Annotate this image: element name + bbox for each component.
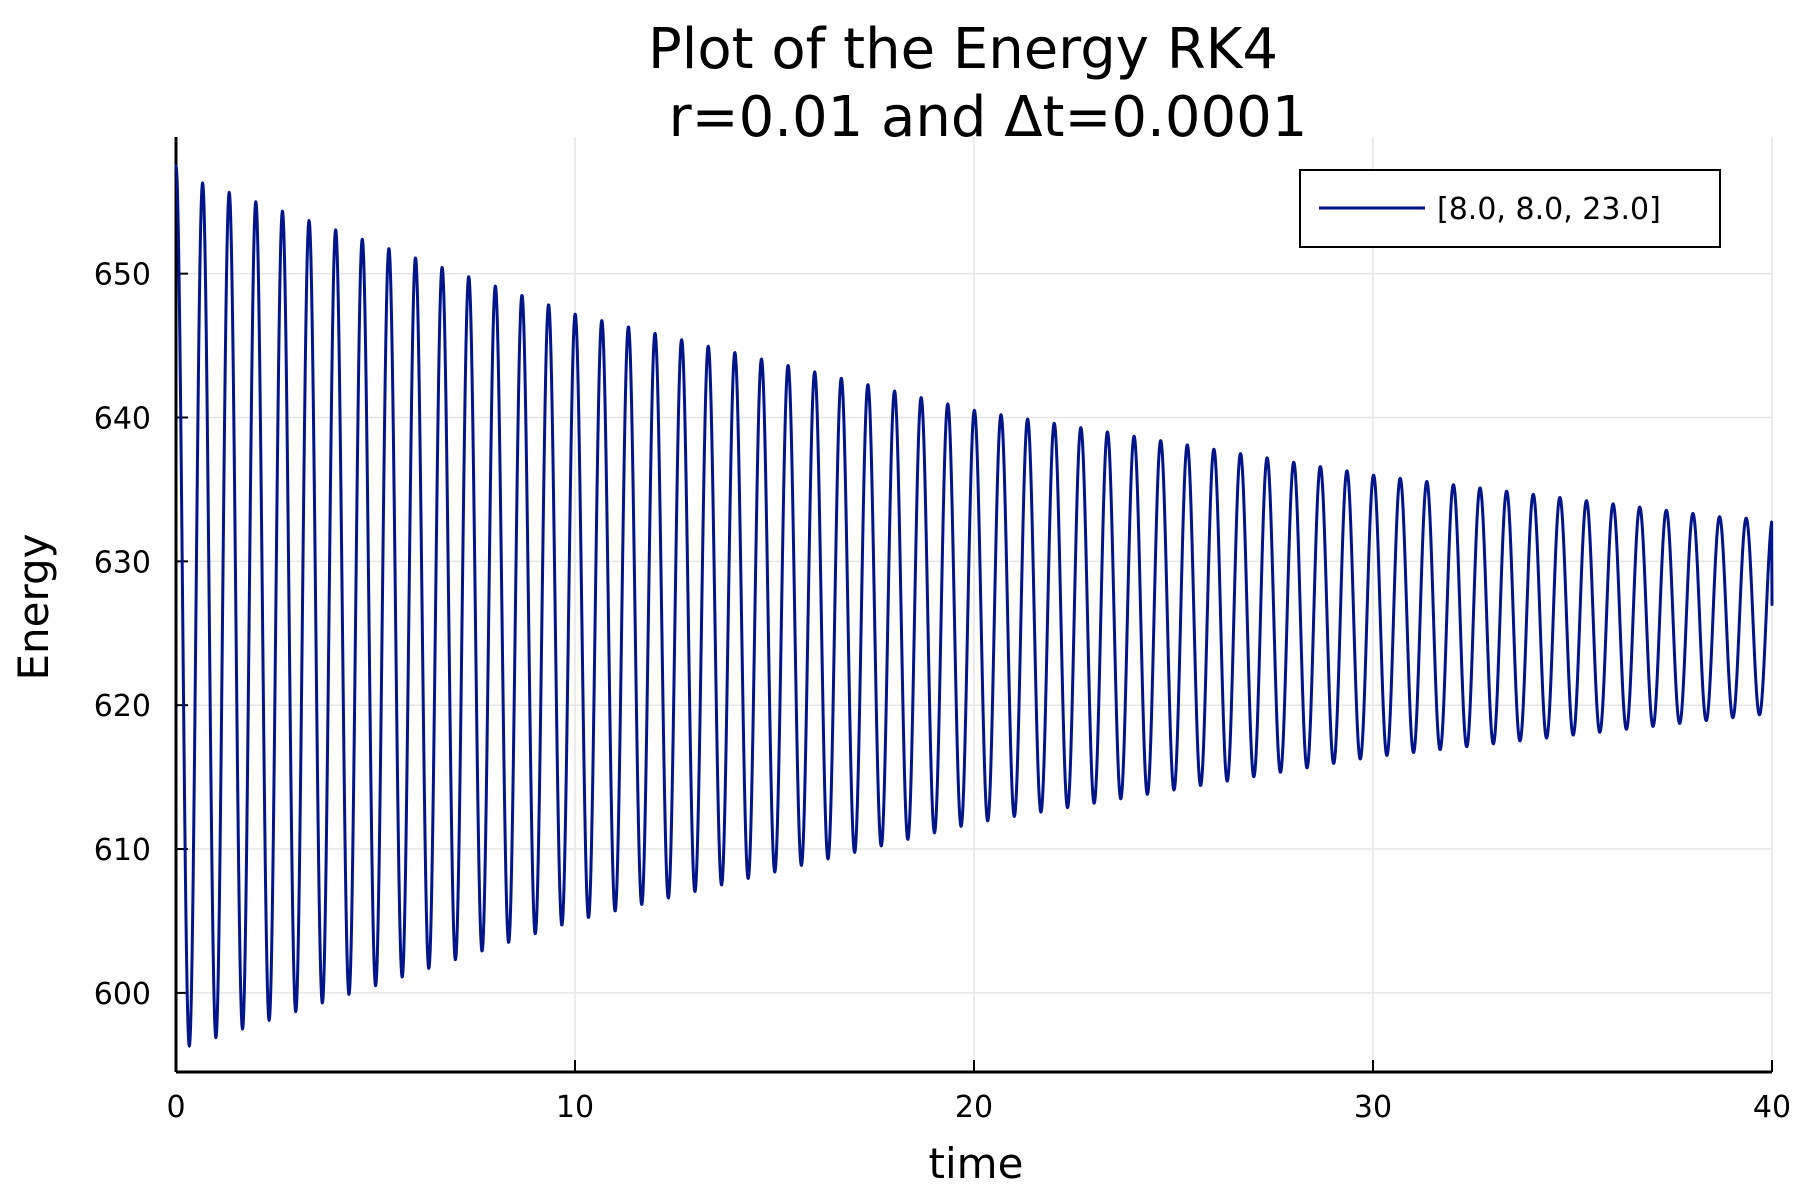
- chart-title: Plot of the Energy RK4: [648, 17, 1278, 82]
- x-tick-label: 30: [1354, 1090, 1392, 1125]
- x-tick-label: 20: [955, 1090, 993, 1125]
- axes: [174, 137, 1773, 1074]
- legend: [8.0, 8.0, 23.0]: [1299, 169, 1721, 248]
- x-tick-label: 10: [556, 1090, 594, 1125]
- legend-label: [8.0, 8.0, 23.0]: [1437, 192, 1661, 227]
- tick-labels: 0 10 20 30 40 600 610 620 630 640 650: [94, 258, 1791, 1125]
- y-axis-label: Energy: [9, 533, 58, 680]
- y-tick-label: 640: [94, 402, 151, 437]
- x-tick-label: 40: [1753, 1090, 1791, 1125]
- y-tick-label: 620: [94, 689, 151, 724]
- y-tick-label: 610: [94, 833, 151, 868]
- y-tick-label: 600: [94, 977, 151, 1012]
- x-tick-label: 0: [166, 1090, 185, 1125]
- plot-area: [174, 164, 1774, 1048]
- x-axis-label: time: [929, 1139, 1024, 1188]
- chart-subtitle: r=0.01 and Δt=0.0001: [669, 85, 1308, 150]
- y-tick-label: 650: [94, 258, 151, 293]
- y-tick-label: 630: [94, 545, 151, 580]
- energy-series-line: [174, 164, 1774, 1048]
